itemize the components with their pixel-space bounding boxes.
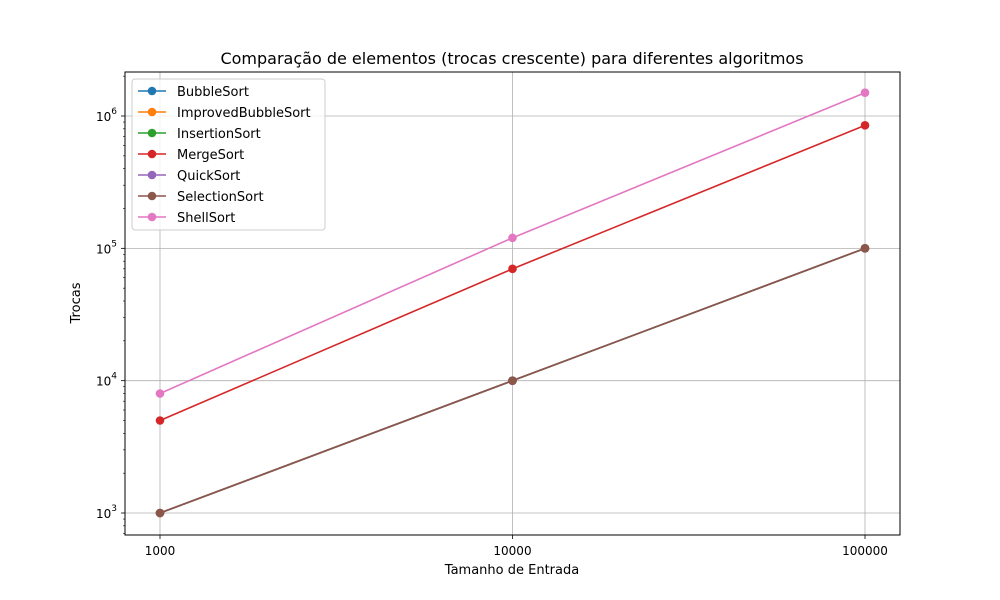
y-tick-label: 105 [96,239,117,256]
data-point [155,508,165,518]
data-point [860,88,870,98]
data-point [860,244,870,253]
series-MergeSort [155,121,870,425]
data-point [508,264,517,274]
chart-title: Comparação de elementos (trocas crescent… [220,49,803,68]
legend-swatch-marker [147,86,157,96]
legend-item: SelectionSort [138,190,264,205]
legend-swatch-marker [147,107,157,117]
y-tick-label: 106 [96,107,117,124]
x-axis-label: Tamanho de Entrada [444,563,579,578]
legend-swatch-marker [147,149,157,159]
x-tick-label: 100000 [842,544,888,558]
legend-label: BubbleSort [177,85,249,100]
y-axis-label: Trocas [69,282,84,324]
data-point [508,376,517,385]
legend-item: BubbleSort [138,85,249,100]
legend-swatch-marker [147,128,157,138]
legend-swatch-marker [147,170,157,180]
legend-label: ShellSort [177,211,235,226]
legend-swatch-marker [147,191,157,201]
legend-label: MergeSort [177,148,244,163]
legend-item: ShellSort [138,211,235,226]
legend-label: QuickSort [177,169,240,184]
x-tick-label: 10000 [493,544,531,558]
legend: BubbleSort ImprovedBubbleSort InsertionSor… [131,78,326,231]
series-layer [155,88,870,518]
x-tick-label: 1000 [145,544,176,558]
legend-label: SelectionSort [177,190,264,205]
legend-item: InsertionSort [138,127,261,142]
legend-item: MergeSort [138,148,244,163]
data-point [860,121,870,130]
data-point [508,233,517,243]
legend-item: QuickSort [138,169,240,184]
legend-label: ImprovedBubbleSort [177,106,311,121]
legend-box [131,78,326,231]
legend-swatch-marker [147,212,157,222]
legend-item: ImprovedBubbleSort [138,106,311,121]
series-SelectionSort [155,244,870,518]
data-point [155,416,165,425]
series-ShellSort [155,88,870,398]
legend-label: InsertionSort [177,127,261,142]
y-tick-label: 103 [96,504,117,521]
y-tick-label: 104 [96,372,117,389]
tick-layer: 1000 10000 100000 103 104 105 106 [96,75,888,558]
data-point [155,389,165,398]
